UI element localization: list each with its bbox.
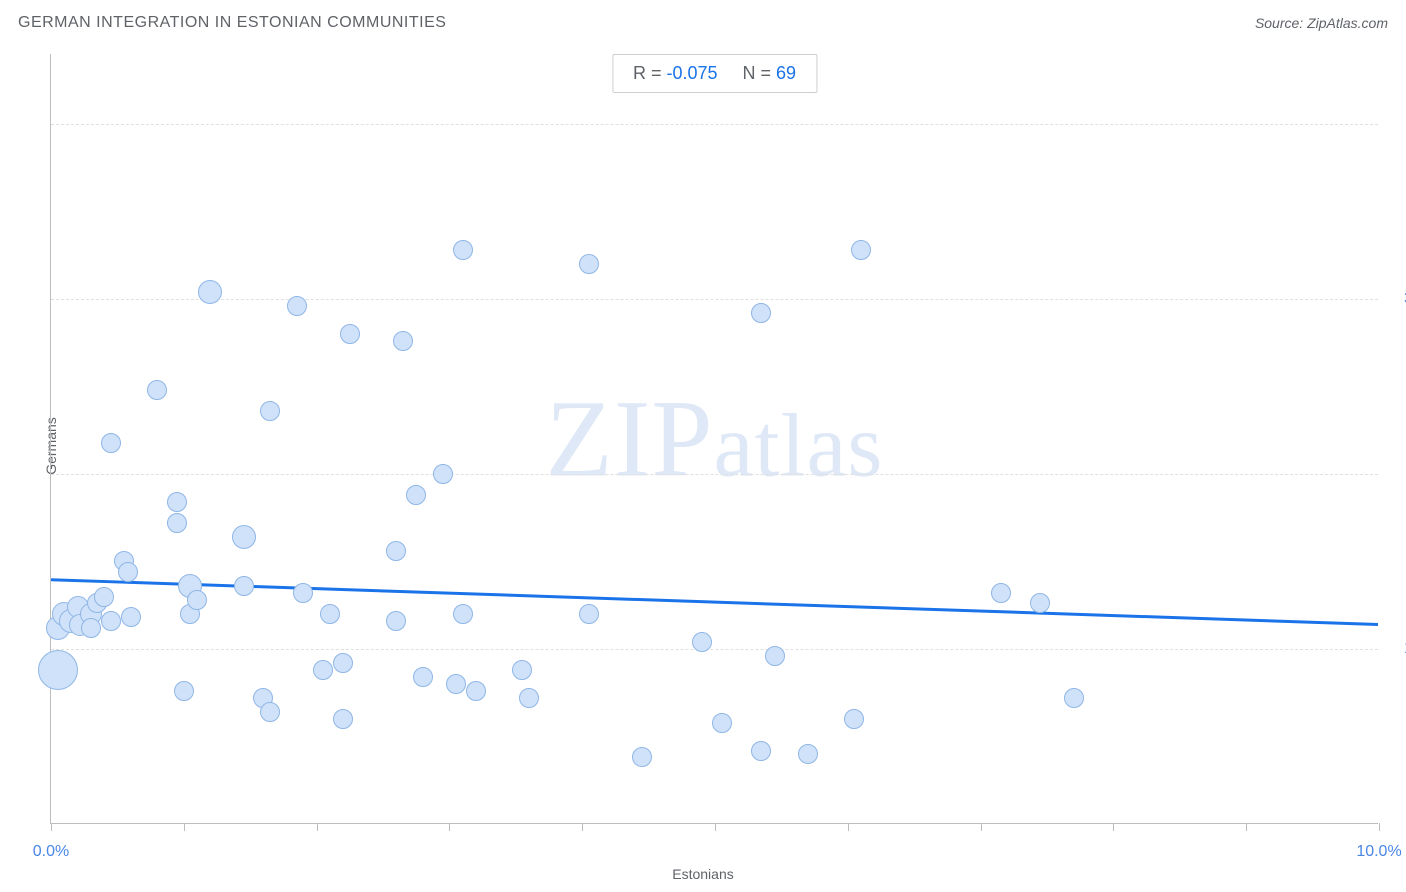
- x-tick: [184, 823, 185, 831]
- x-tick: [449, 823, 450, 831]
- data-point: [519, 688, 539, 708]
- data-point: [340, 324, 360, 344]
- gridline-h: [51, 474, 1378, 475]
- trend-line: [51, 54, 1378, 823]
- data-point: [466, 681, 486, 701]
- gridline-h: [51, 649, 1378, 650]
- chart-title: GERMAN INTEGRATION IN ESTONIAN COMMUNITI…: [18, 14, 446, 32]
- data-point: [260, 702, 280, 722]
- data-point: [1030, 593, 1050, 613]
- data-point: [333, 709, 353, 729]
- data-point: [851, 240, 871, 260]
- y-tick-label: 12.5%: [1380, 640, 1406, 658]
- stats-box: R = -0.075 N = 69: [612, 54, 817, 93]
- data-point: [94, 587, 114, 607]
- n-label: N =: [743, 63, 777, 83]
- r-label: R =: [633, 63, 667, 83]
- data-point: [118, 562, 138, 582]
- data-point: [579, 254, 599, 274]
- y-tick-label: 37.5%: [1380, 290, 1406, 308]
- data-point: [433, 464, 453, 484]
- source-name: ZipAtlas.com: [1307, 15, 1388, 31]
- data-point: [453, 604, 473, 624]
- x-tick: [1113, 823, 1114, 831]
- data-point: [333, 653, 353, 673]
- data-point: [751, 741, 771, 761]
- data-point: [413, 667, 433, 687]
- data-point: [712, 713, 732, 733]
- data-point: [991, 583, 1011, 603]
- data-point: [446, 674, 466, 694]
- data-point: [320, 604, 340, 624]
- x-tick: [1379, 823, 1380, 831]
- data-point: [512, 660, 532, 680]
- data-point: [406, 485, 426, 505]
- data-point: [167, 492, 187, 512]
- data-point: [174, 681, 194, 701]
- x-tick-label: 0.0%: [33, 843, 69, 861]
- scatter-plot: ZIPatlas R = -0.075 N = 69 12.5%37.5%0.0…: [50, 54, 1378, 824]
- data-point: [147, 380, 167, 400]
- data-point: [579, 604, 599, 624]
- watermark-rest: atlas: [714, 396, 884, 495]
- data-point: [38, 650, 78, 690]
- data-point: [187, 590, 207, 610]
- data-point: [692, 632, 712, 652]
- x-tick: [715, 823, 716, 831]
- data-point: [313, 660, 333, 680]
- data-point: [751, 303, 771, 323]
- data-point: [798, 744, 818, 764]
- data-point: [232, 525, 256, 549]
- x-tick: [317, 823, 318, 831]
- data-point: [81, 618, 101, 638]
- data-point: [765, 646, 785, 666]
- n-value: 69: [776, 63, 796, 83]
- gridline-h: [51, 299, 1378, 300]
- x-tick: [1246, 823, 1247, 831]
- x-tick: [981, 823, 982, 831]
- data-point: [287, 296, 307, 316]
- data-point: [1064, 688, 1084, 708]
- data-point: [260, 401, 280, 421]
- data-point: [121, 607, 141, 627]
- data-point: [234, 576, 254, 596]
- source-attribution: Source: ZipAtlas.com: [1255, 15, 1388, 31]
- data-point: [101, 611, 121, 631]
- x-tick: [51, 823, 52, 831]
- data-point: [632, 747, 652, 767]
- data-point: [293, 583, 313, 603]
- data-point: [386, 611, 406, 631]
- data-point: [844, 709, 864, 729]
- x-tick-label: 10.0%: [1356, 843, 1401, 861]
- data-point: [453, 240, 473, 260]
- data-point: [386, 541, 406, 561]
- data-point: [101, 433, 121, 453]
- x-tick: [848, 823, 849, 831]
- gridline-h: [51, 124, 1378, 125]
- x-axis-label: Estonians: [672, 866, 733, 882]
- data-point: [167, 513, 187, 533]
- watermark: ZIPatlas: [546, 375, 884, 502]
- x-tick: [582, 823, 583, 831]
- data-point: [198, 280, 222, 304]
- watermark-big: ZIP: [546, 377, 714, 499]
- r-value: -0.075: [666, 63, 717, 83]
- data-point: [393, 331, 413, 351]
- source-prefix: Source:: [1255, 15, 1307, 31]
